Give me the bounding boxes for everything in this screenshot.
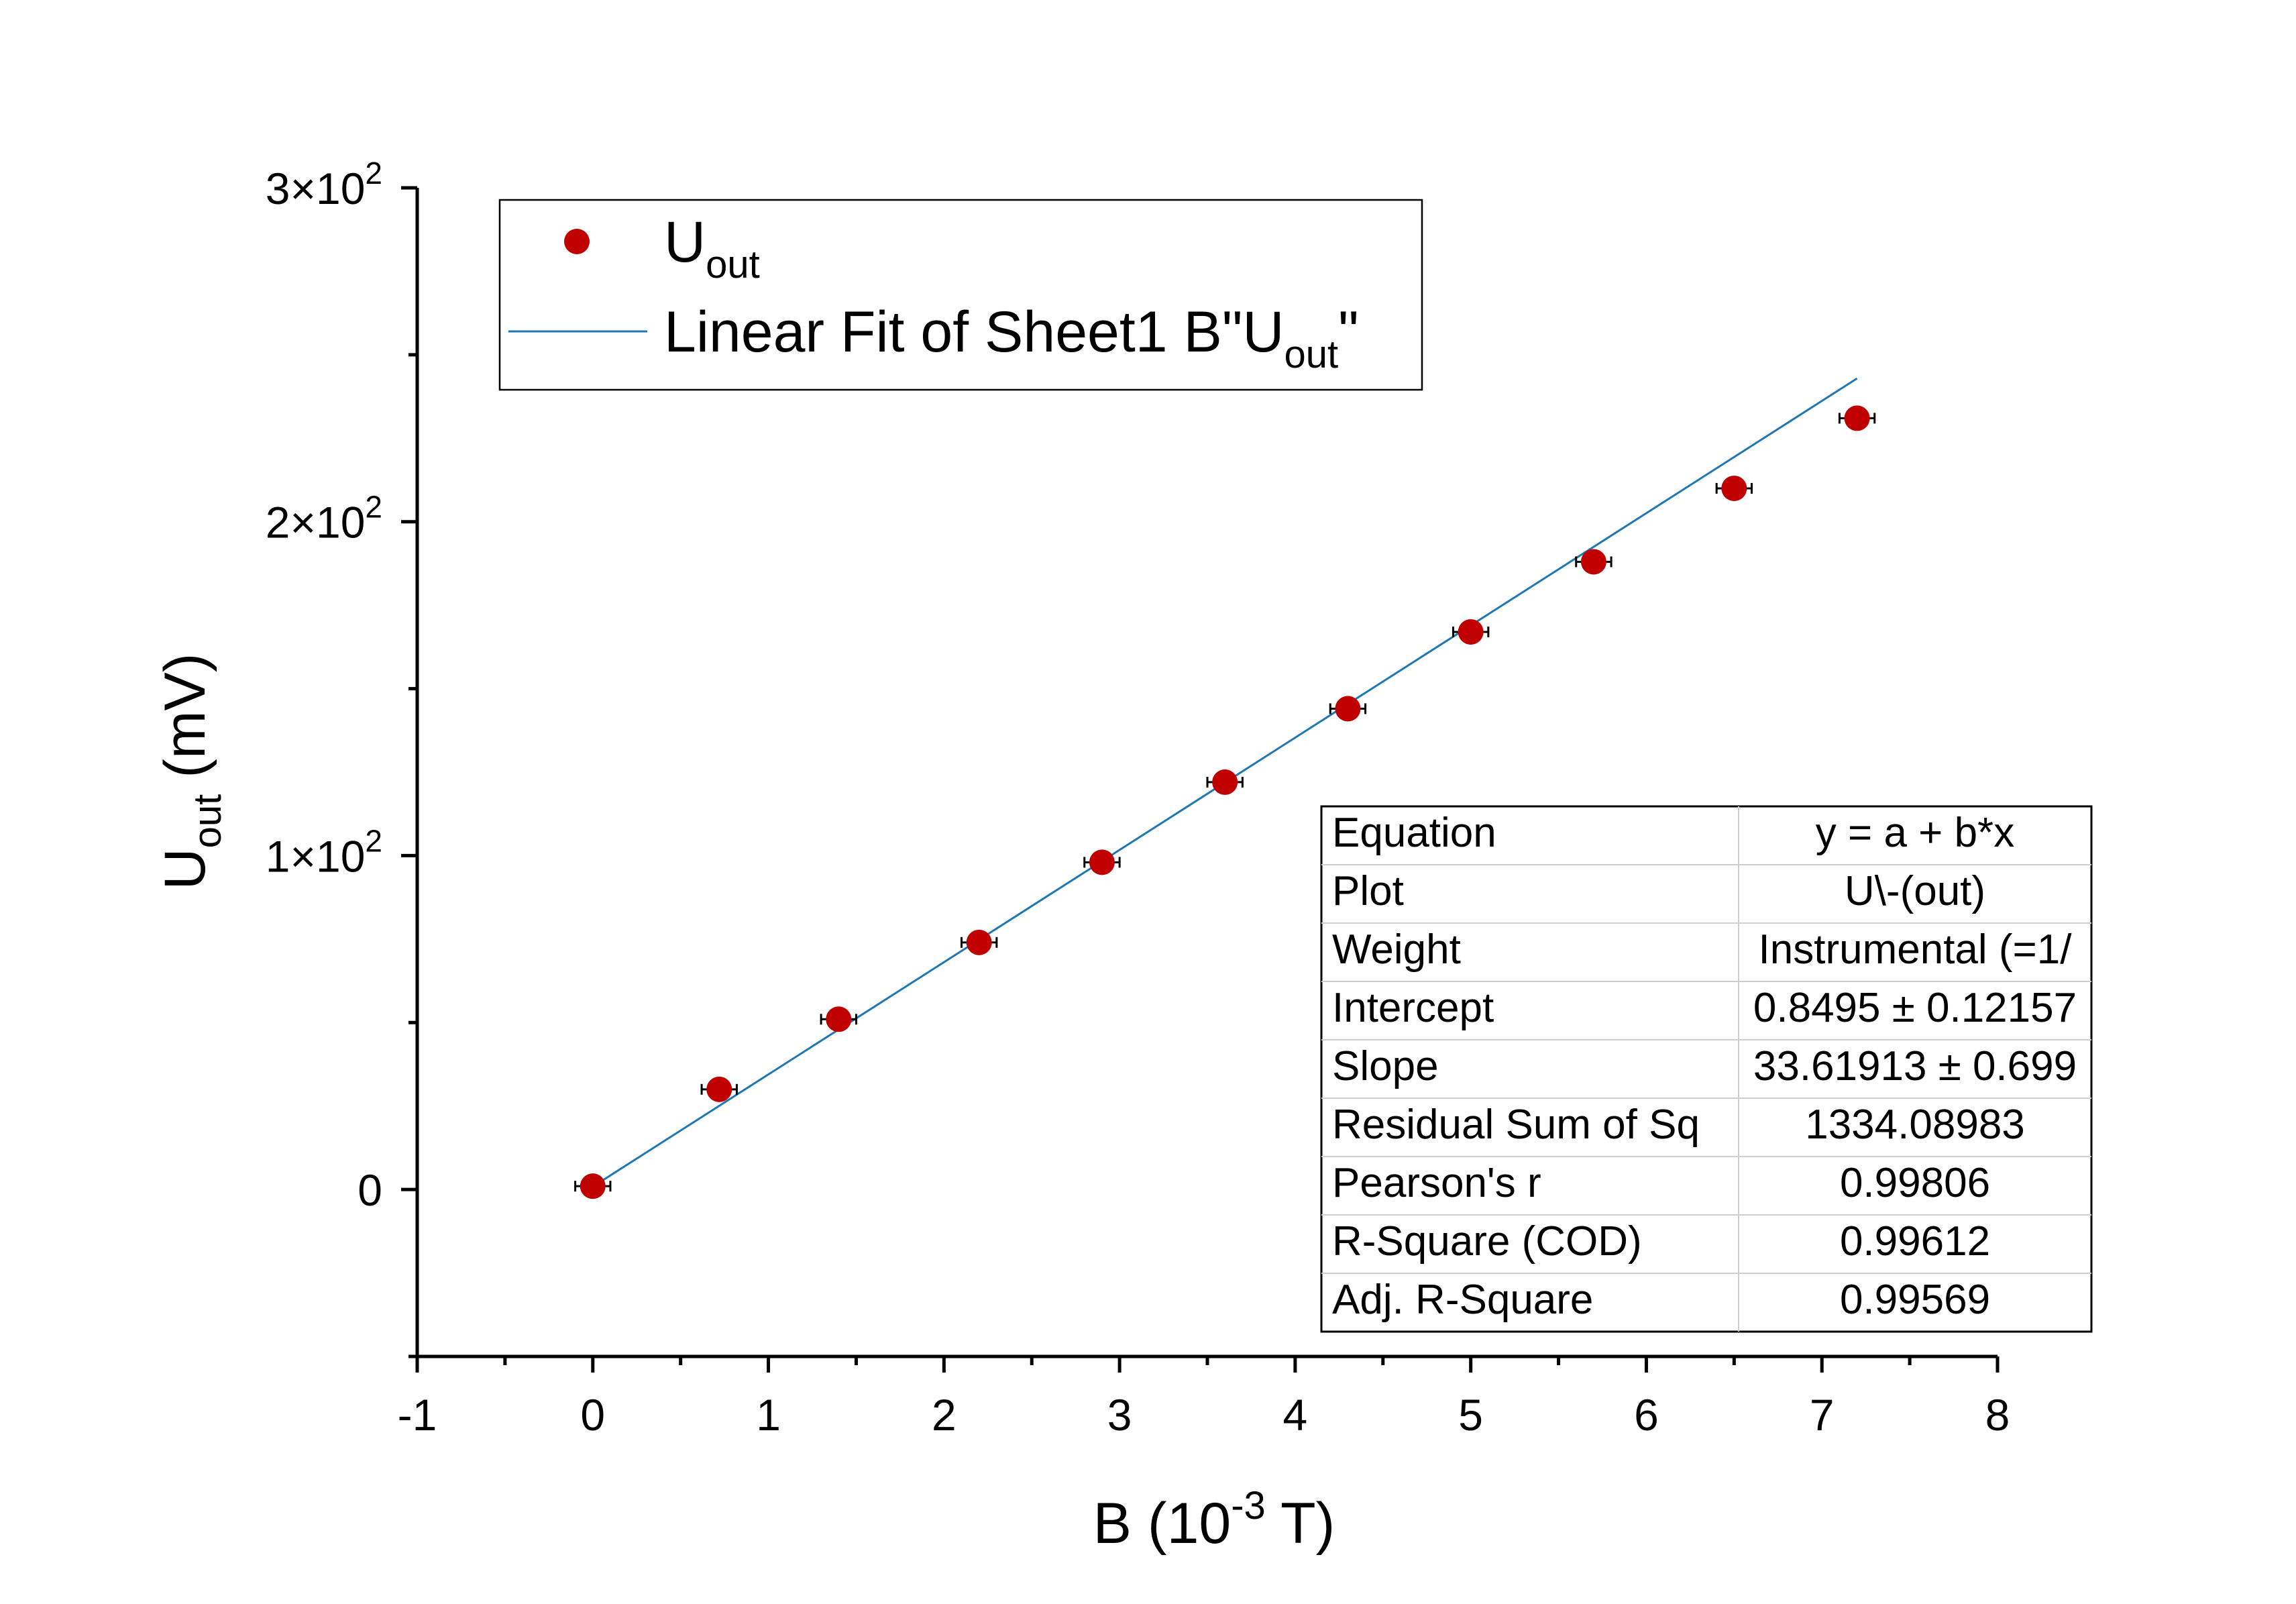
data-point-marker bbox=[1844, 405, 1870, 431]
data-point-marker bbox=[706, 1076, 732, 1102]
stats-table-label: Slope bbox=[1332, 1043, 1439, 1089]
stats-table-value: 0.99806 bbox=[1840, 1160, 1990, 1206]
data-point bbox=[700, 1076, 738, 1102]
y-tick-label: 2×102 bbox=[266, 490, 382, 547]
data-point bbox=[574, 1173, 612, 1199]
stats-table-frame bbox=[1320, 805, 2093, 1333]
data-point bbox=[1083, 849, 1121, 875]
stats-table-value: 0.99612 bbox=[1840, 1218, 1990, 1265]
stats-table-label: Adj. R-Square bbox=[1332, 1277, 1593, 1323]
data-point-marker bbox=[1089, 849, 1115, 875]
data-point bbox=[1838, 405, 1876, 431]
axes: -1 0 1 2 3 4 5 6 7 8 0 1×102 2×102 3×102 B (10-3 T) Uou… bbox=[153, 156, 2010, 1556]
stats-table-label: Intercept bbox=[1332, 985, 1494, 1031]
data-point bbox=[961, 929, 998, 955]
data-point-marker bbox=[966, 929, 992, 955]
y-axis-title: Uout (mV) bbox=[153, 653, 229, 890]
data-point-marker bbox=[1580, 549, 1606, 575]
data-point bbox=[1206, 769, 1244, 795]
data-point-marker bbox=[1721, 475, 1747, 501]
x-axis-title: B (10-3 T) bbox=[1093, 1484, 1335, 1556]
legend-label-uout: Uout bbox=[664, 210, 760, 286]
data-point bbox=[1715, 475, 1753, 501]
stats-table-label: Residual Sum of Sq bbox=[1332, 1102, 1700, 1148]
x-tick-label: 2 bbox=[932, 1390, 956, 1440]
stats-table-value: 0.8495 ± 0.12157 bbox=[1753, 985, 2077, 1031]
x-tick-label: 4 bbox=[1283, 1390, 1308, 1440]
data-points-layer bbox=[574, 405, 1876, 1199]
data-point-marker bbox=[826, 1006, 852, 1032]
stats-table-label: R-Square (COD) bbox=[1332, 1218, 1642, 1265]
stats-table-label: Weight bbox=[1332, 926, 1461, 973]
y-tick-label: 1×102 bbox=[266, 823, 382, 881]
legend-box bbox=[498, 199, 1423, 391]
x-tick-label: 6 bbox=[1634, 1390, 1659, 1440]
stats-table: Equation y = a + b*x Plot U\-(out) Weight Ins… bbox=[1320, 805, 2093, 1333]
stats-table-value: Instrumental (=1/ bbox=[1759, 926, 2073, 973]
legend-marker-uout bbox=[564, 229, 590, 254]
data-point-marker bbox=[1212, 769, 1238, 795]
data-point bbox=[1575, 549, 1612, 575]
x-tick-label: 5 bbox=[1458, 1390, 1483, 1440]
y-tick-label: 3×102 bbox=[266, 156, 382, 213]
x-tick-label: 8 bbox=[1985, 1390, 2010, 1440]
x-tick-label: 0 bbox=[580, 1390, 605, 1440]
stats-table-value: U\-(out) bbox=[1845, 868, 1985, 914]
stats-table-label: Pearson's r bbox=[1332, 1160, 1541, 1206]
data-point-marker bbox=[1335, 696, 1361, 722]
data-point-marker bbox=[1458, 619, 1484, 645]
stats-table-label: Plot bbox=[1332, 868, 1404, 914]
y-tick-label: 0 bbox=[358, 1165, 382, 1215]
legend: Uout Linear Fit of Sheet1 B"Uout" bbox=[498, 199, 1423, 391]
data-point-marker bbox=[580, 1173, 606, 1199]
stats-table-value: y = a + b*x bbox=[1816, 810, 2014, 856]
x-tick-label: -1 bbox=[398, 1390, 437, 1440]
stats-table-value: 1334.08983 bbox=[1805, 1102, 2025, 1148]
x-tick-label: 3 bbox=[1107, 1390, 1132, 1440]
x-tick-label: 1 bbox=[756, 1390, 781, 1440]
stats-table-label: Equation bbox=[1332, 810, 1496, 856]
data-point bbox=[1452, 619, 1490, 645]
stats-table-value: 0.99569 bbox=[1840, 1277, 1990, 1323]
legend-label-fit: Linear Fit of Sheet1 B"Uout" bbox=[664, 300, 1359, 376]
stats-table-value: 33.61913 ± 0.699 bbox=[1753, 1043, 2077, 1089]
data-point bbox=[820, 1006, 857, 1032]
data-point bbox=[1329, 696, 1367, 722]
x-tick-label: 7 bbox=[1810, 1390, 1835, 1440]
